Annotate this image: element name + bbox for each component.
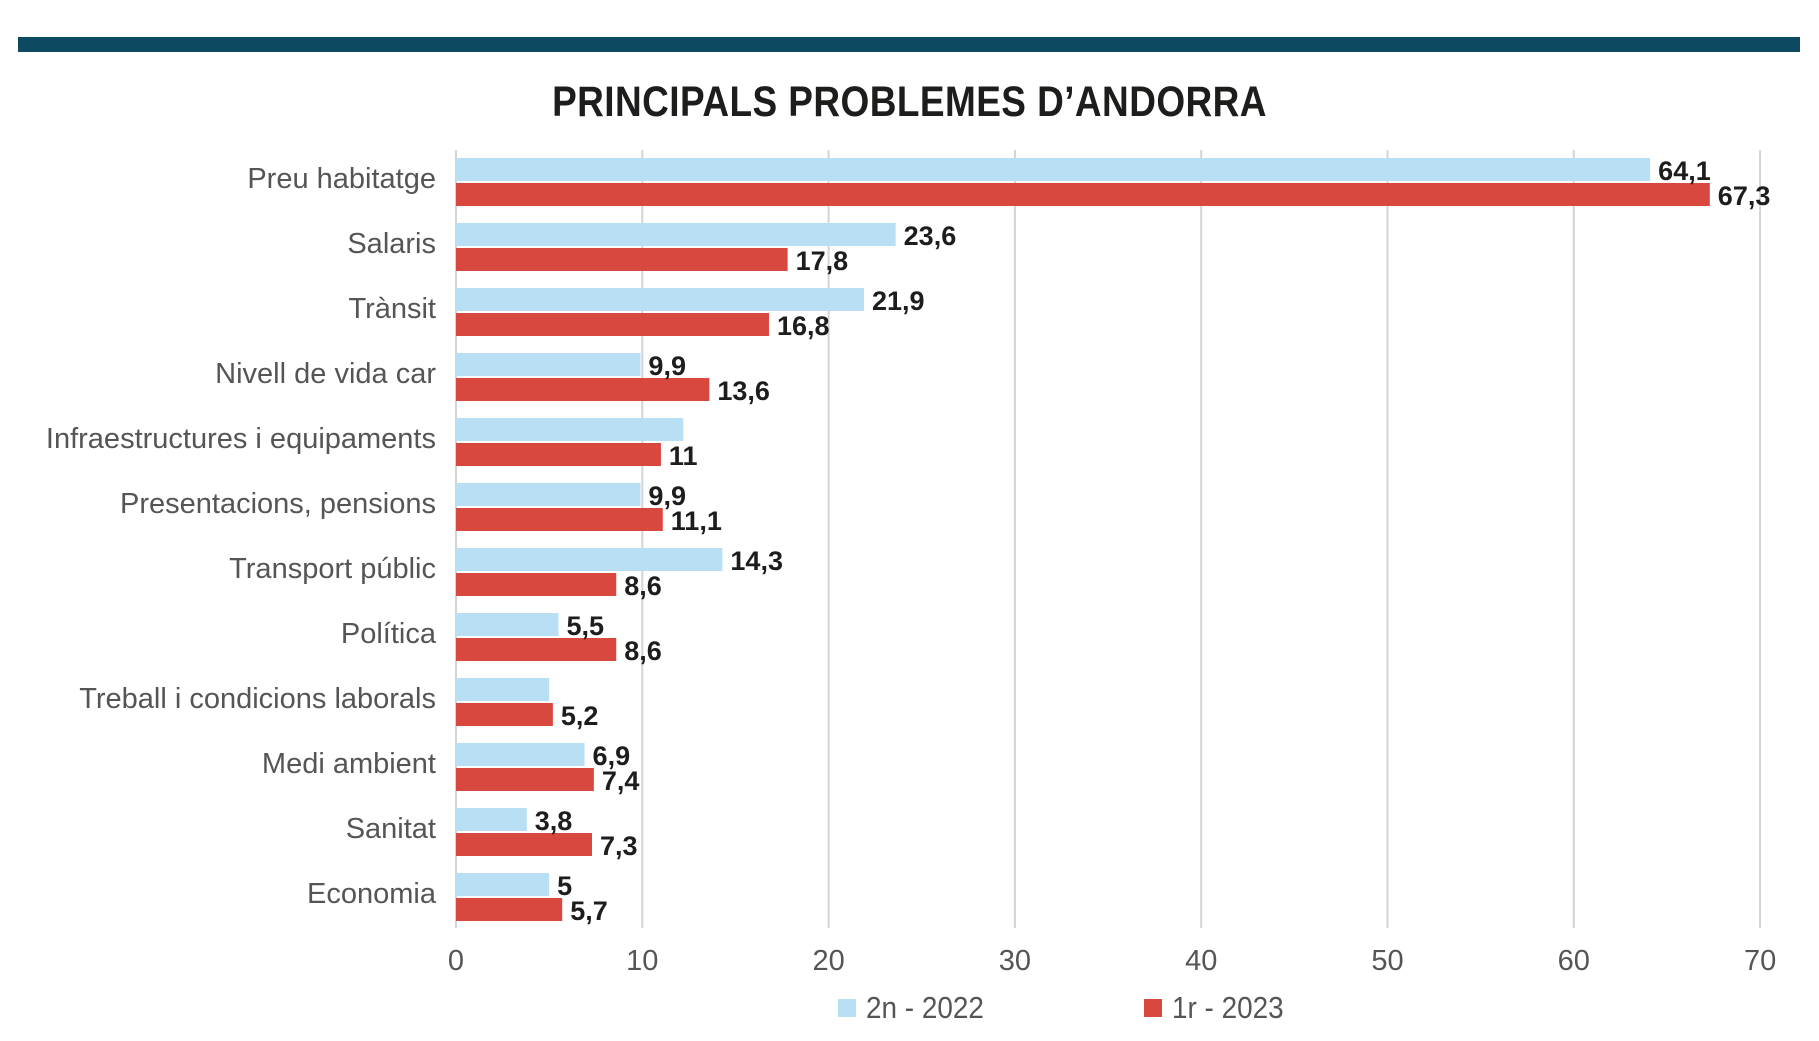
x-axis-ticks: 0 10 20 30 40 50 60 70 [448,945,1776,977]
category-label: Nivell de vida car [215,358,436,390]
value-label-series-2: 16,8 [777,311,830,341]
gridlines [455,150,1762,928]
legend: 2n - 2022 1r - 2023 [0,990,1819,1030]
value-labels: 64,167,323,617,821,916,89,913,6119,911,1… [535,156,1771,926]
value-label-series-1: 23,6 [904,221,957,251]
value-label-series-2: 5,7 [570,896,608,926]
x-tick-label-0: 0 [448,945,464,977]
bar-series-1 [456,743,585,766]
category-label: Infraestructures i equipaments [46,423,436,455]
x-tick-label-40: 40 [1185,945,1217,977]
value-label-series-1: 14,3 [730,546,783,576]
value-label-series-2: 13,6 [717,376,770,406]
category-label: Sanitat [346,813,436,845]
value-label-series-2: 7,4 [602,766,640,796]
bar-series-2 [456,183,1710,206]
bar-series-1 [456,873,550,896]
bar-series-1 [456,483,641,506]
legend-item-2022: 2n - 2022 [838,990,997,1026]
category-label: Salaris [347,228,436,260]
bar-series-1 [456,288,864,311]
x-tick-label-30: 30 [999,945,1031,977]
x-tick-label-70: 70 [1744,945,1776,977]
value-label-series-1: 9,9 [648,481,686,511]
bar-series-2 [456,443,661,466]
top-accent-bar [18,37,1800,52]
bar-series-2 [456,768,594,791]
category-label: Política [341,618,437,650]
value-label-series-2: 8,6 [624,636,662,666]
bar-series-2 [456,833,592,856]
category-labels: Preu habitatge Salaris Trànsit Nivell de vi… [46,163,437,910]
value-label-series-1: 64,1 [1658,156,1711,186]
bar-series-2 [456,378,710,401]
bar-series-1 [456,353,641,376]
bars [456,158,1710,921]
value-label-series-2: 8,6 [624,571,662,601]
x-tick-label-60: 60 [1558,945,1590,977]
value-label-series-1: 5 [557,871,572,901]
value-label-series-1: 5,5 [566,611,604,641]
legend-label-2023: 1r - 2023 [1172,990,1284,1025]
category-label: Trànsit [348,293,436,325]
value-label-series-2: 7,3 [600,831,638,861]
category-label: Economia [307,878,437,910]
bar-series-1 [456,613,559,636]
bar-series-2 [456,573,617,596]
bar-series-2 [456,898,563,921]
bar-series-2 [456,508,663,531]
bar-series-1 [456,808,527,831]
legend-swatch-2022 [838,999,856,1017]
x-tick-label-10: 10 [626,945,658,977]
value-label-series-2: 67,3 [1718,181,1771,211]
bar-series-1 [456,223,896,246]
value-label-series-1: 6,9 [593,741,631,771]
bar-chart: 64,167,323,617,821,916,89,913,6119,911,1… [46,150,1776,977]
bar-series-2 [456,638,617,661]
value-label-series-1: 3,8 [535,806,573,836]
value-label-series-2: 17,8 [796,246,849,276]
bar-series-1 [456,548,723,571]
bar-series-2 [456,703,553,726]
bar-series-2 [456,248,788,271]
category-label: Treball i condicions laborals [79,683,436,715]
bar-series-1 [456,418,684,441]
value-label-series-1: 21,9 [872,286,925,316]
legend-swatch-2023 [1144,999,1162,1017]
value-label-series-1: 9,9 [648,351,686,381]
category-label: Presentacions, pensions [120,488,436,520]
category-label: Medi ambient [262,748,436,780]
bar-series-1 [456,678,550,701]
x-tick-label-20: 20 [812,945,844,977]
value-label-series-2: 5,2 [561,701,599,731]
chart-title: PRINCIPALS PROBLEMES D’ANDORRA [552,78,1267,126]
legend-item-2023: 1r - 2023 [1144,990,1296,1026]
x-tick-label-50: 50 [1371,945,1403,977]
bar-series-1 [456,158,1651,181]
legend-label-2022: 2n - 2022 [866,990,984,1025]
value-label-series-2: 11,1 [671,506,722,536]
category-label: Preu habitatge [247,163,436,195]
bar-series-2 [456,313,769,336]
category-label: Transport públic [229,553,436,585]
value-label-series-2: 11 [669,441,698,471]
